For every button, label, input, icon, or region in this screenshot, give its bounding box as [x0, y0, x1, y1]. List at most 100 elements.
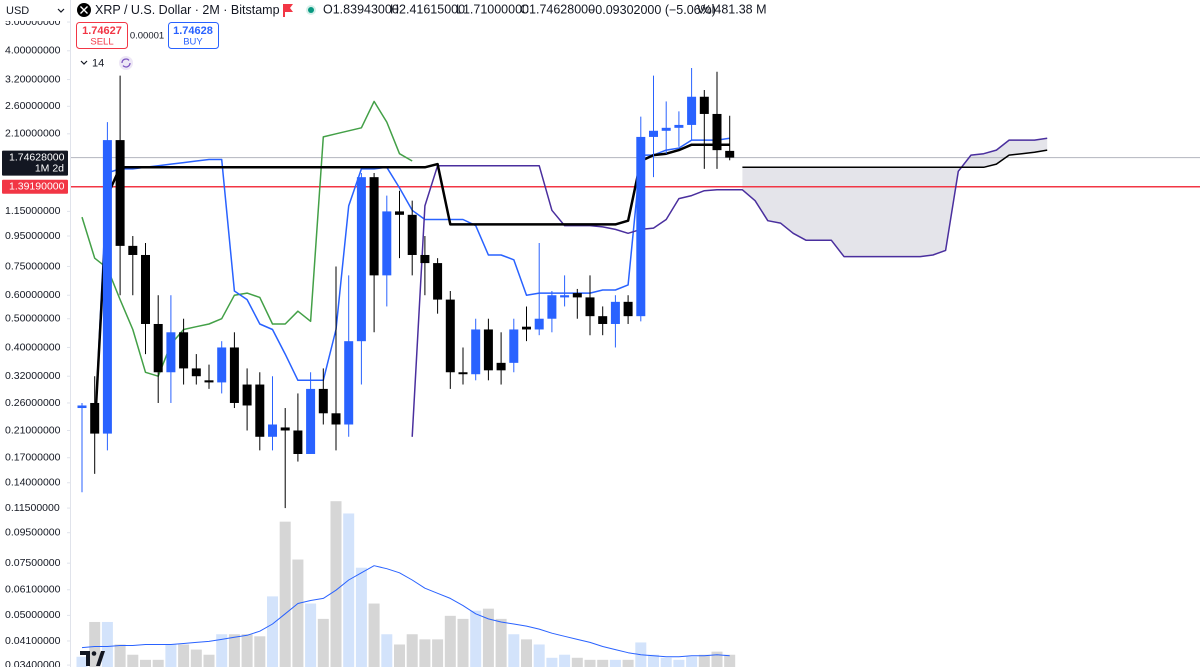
ohlc-value: 1.83943000 — [333, 3, 399, 17]
volume-bar — [686, 656, 698, 667]
y-tick-label: 0.26000000 — [5, 397, 61, 409]
volume-bar — [355, 567, 367, 667]
volume-bar — [178, 644, 190, 667]
volume-bar — [419, 639, 431, 667]
volume-bar — [571, 657, 583, 667]
volume-bar — [660, 657, 672, 667]
indicator-line — [81, 565, 730, 658]
volume-bar — [648, 654, 659, 667]
y-tick-label: 2.60000000 — [5, 100, 61, 112]
y-tick-label: 0.09500000 — [5, 526, 61, 538]
volume-bar — [609, 659, 621, 667]
y-tick-label: 0.07500000 — [5, 557, 61, 569]
currency-button[interactable] — [0, 0, 70, 21]
candle-body — [90, 402, 100, 434]
volume-bar — [228, 634, 240, 667]
volume-bar — [584, 659, 596, 667]
volume-value: 481.38 M — [714, 3, 766, 17]
change: −0.09302000 (−5.06%) — [588, 3, 716, 17]
candle-body — [242, 384, 252, 406]
y-tick-label: 0.75000000 — [5, 260, 61, 272]
currency-chevron — [57, 8, 65, 13]
indicator-line — [93, 137, 730, 431]
candle-body — [344, 341, 354, 425]
volume-bar — [432, 639, 444, 667]
flag-icon[interactable] — [283, 4, 293, 17]
candle-body — [687, 96, 697, 125]
volume-bar — [140, 659, 151, 667]
price-axis: 5.000000004.000000003.200000002.60000000… — [5, 16, 70, 667]
candle-body — [229, 347, 239, 403]
indicator-line — [742, 149, 1048, 169]
y-tick-label: 0.21000000 — [5, 424, 61, 436]
buy-button[interactable] — [168, 22, 219, 49]
candle-body — [623, 301, 633, 317]
price-sublabel: 1M 2d — [35, 162, 64, 174]
volume-bar — [470, 610, 482, 667]
candle-body — [420, 254, 430, 264]
candle-body — [496, 362, 506, 371]
y-tick-label: 4.00000000 — [5, 45, 61, 57]
y-tick-label: 0.50000000 — [5, 313, 61, 325]
candle-body — [407, 214, 417, 255]
candle-body — [483, 329, 493, 371]
indicator-dropdown[interactable] — [76, 54, 110, 72]
candle-body — [674, 124, 684, 128]
volume-bar — [292, 559, 304, 667]
volume-bar — [343, 513, 355, 667]
candle-body — [102, 140, 112, 434]
ohlc-label: L — [456, 3, 463, 17]
volume-bar — [127, 654, 139, 667]
y-tick-label: 0.40000000 — [5, 341, 61, 353]
ohlc-high: H2.41615000 — [390, 3, 465, 17]
candle-body — [356, 177, 366, 342]
y-tick-label: 0.04100000 — [5, 635, 61, 647]
ohlc-close: C1.74628000 — [520, 3, 595, 17]
price-label: 1.39190000 — [9, 181, 65, 193]
market-status[interactable] — [308, 7, 314, 13]
volume-bar — [114, 644, 126, 667]
volume-bar — [152, 659, 164, 667]
brand-logo-dot — [91, 651, 97, 656]
candle-body — [598, 316, 608, 324]
volume-bar — [673, 659, 685, 667]
candle-body — [318, 388, 328, 414]
volume-bar — [711, 651, 723, 667]
volume-header: Vol481.38 M — [697, 3, 767, 17]
volume-bar — [533, 644, 545, 667]
volume-bar — [241, 634, 253, 667]
ohlc-label: O — [323, 3, 333, 17]
symbol-title[interactable]: XRP / U.S. Dollar · 2M · Bitstamp — [95, 3, 280, 17]
candle-body — [166, 332, 176, 373]
candle-body — [191, 368, 201, 377]
brand-logo[interactable] — [80, 651, 105, 666]
volume-bar — [508, 634, 520, 667]
candle-body — [610, 301, 620, 324]
volume-bar — [279, 521, 291, 667]
volume-bar — [368, 603, 380, 667]
y-tick-label: 0.32000000 — [5, 370, 61, 382]
volume-bar — [457, 618, 469, 667]
refresh-button[interactable] — [119, 56, 133, 70]
y-tick-label: 1.15000000 — [5, 205, 61, 217]
volume-bar — [190, 649, 202, 667]
price-axis-bg — [0, 0, 70, 667]
volume-bar — [521, 639, 532, 667]
ohlc-label: C — [520, 3, 529, 17]
candle-body — [471, 329, 481, 375]
sell-label: SELL — [90, 37, 113, 48]
y-tick-label: 0.17000000 — [5, 452, 61, 464]
volume-bar — [101, 621, 113, 667]
sell-button[interactable] — [76, 22, 128, 49]
candle-body — [369, 177, 379, 276]
candle-body — [445, 299, 455, 373]
candle-body — [268, 424, 277, 437]
volume-bar — [698, 654, 710, 667]
candle-body — [306, 388, 316, 454]
y-tick-label: 0.05000000 — [5, 609, 61, 621]
candle-body — [699, 96, 709, 114]
candle-body — [572, 293, 582, 298]
volume-bar — [305, 603, 317, 667]
